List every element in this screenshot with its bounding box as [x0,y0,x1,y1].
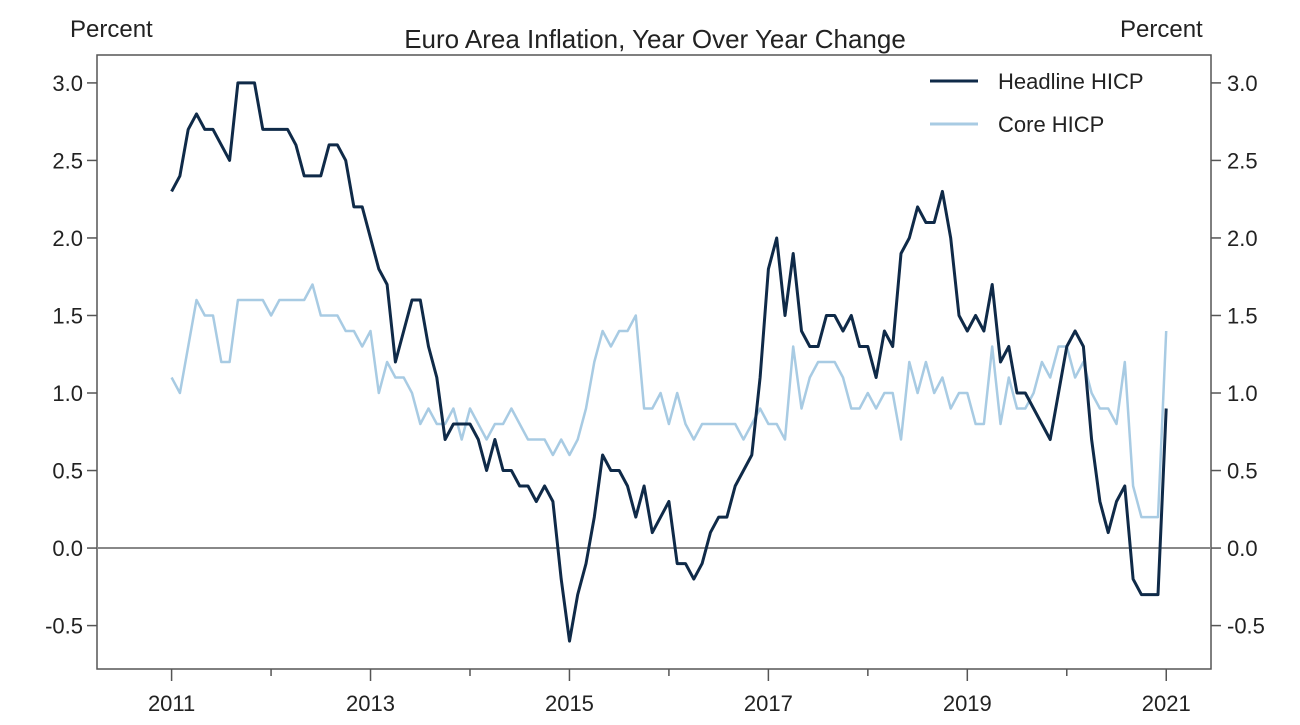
x-tick-label: 2011 [148,691,195,716]
y-tick-label-right: 2.5 [1227,148,1258,173]
y-tick-label-left: -0.5 [45,614,83,639]
x-tick-label: 2015 [545,691,594,716]
legend-label-headline: Headline HICP [998,69,1144,94]
left-axis-title: Percent [70,16,153,43]
y-tick-label-left: 1.0 [52,381,83,406]
y-tick-label-right: 3.0 [1227,71,1258,96]
y-tick-label-left: 1.5 [52,303,83,328]
x-tick-label: 2013 [346,691,395,716]
legend: Headline HICP Core HICP [930,69,1144,137]
y-tick-label-left: 0.5 [52,459,83,484]
y-tick-label-left: 0.0 [52,536,83,561]
right-axis-title: Percent [1120,16,1203,43]
y-tick-label-right: 1.0 [1227,381,1258,406]
series-line-headline-hicp [170,81,1168,643]
chart-title: Euro Area Inflation, Year Over Year Chan… [404,24,906,54]
y-tick-label-right: 0.0 [1227,536,1258,561]
series-line-core-hicp [170,283,1168,519]
x-tick-label: 2021 [1142,691,1191,716]
y-tick-label-left: 3.0 [52,71,83,96]
y-tick-label-right: 2.0 [1227,226,1258,251]
x-tick-label: 2019 [943,691,992,716]
y-tick-label-right: -0.5 [1227,614,1265,639]
y-tick-label-right: 0.5 [1227,459,1258,484]
x-tick-label: 2017 [744,691,793,716]
series-lines [170,81,1168,643]
y-tick-label-left: 2.5 [52,148,83,173]
plot-frame [96,54,1212,670]
legend-label-core: Core HICP [998,112,1104,137]
y-tick-label-left: 2.0 [52,226,83,251]
y-tick-label-right: 1.5 [1227,303,1258,328]
axes: -0.5 -0.5 0.0 0.0 0.5 0.5 1.0 1.0 1.5 1.5 2.0 2.0 2.… [45,71,1265,716]
